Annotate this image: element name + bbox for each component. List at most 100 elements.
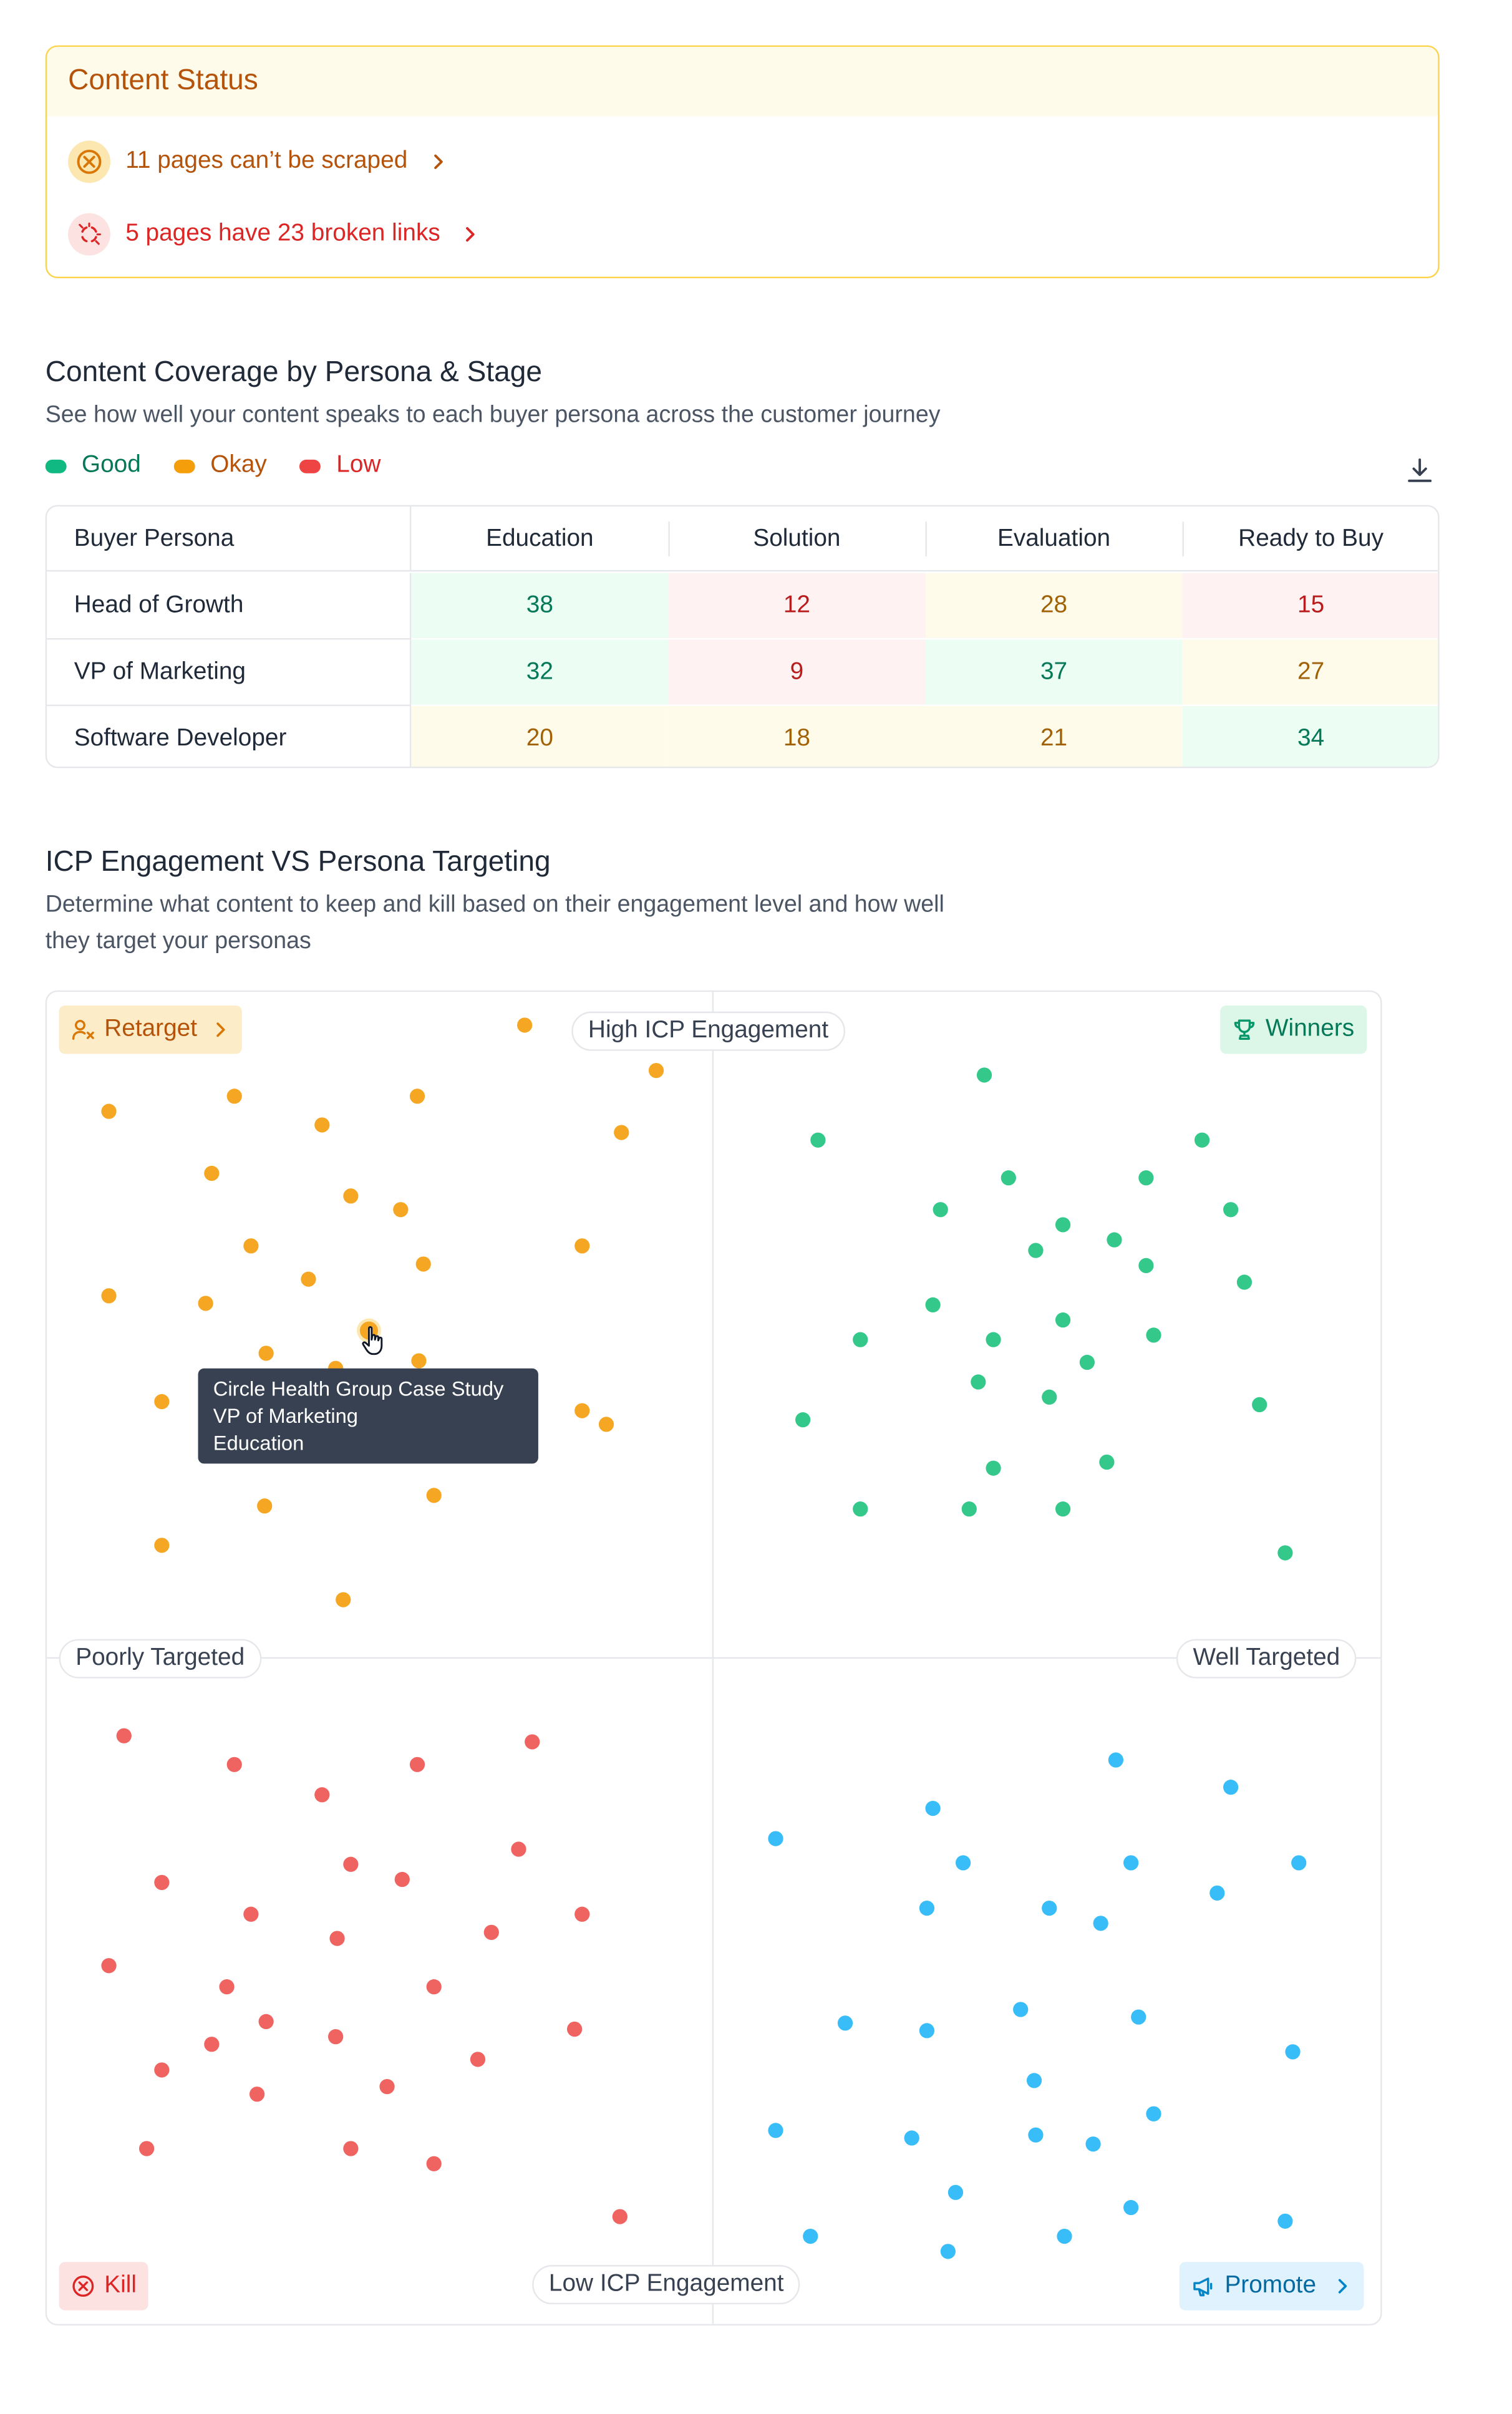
content-data-point[interactable] xyxy=(1138,1170,1154,1186)
content-data-point[interactable] xyxy=(598,1417,614,1432)
content-data-point[interactable] xyxy=(1013,2002,1029,2017)
content-data-point[interactable] xyxy=(411,1353,427,1369)
content-data-point[interactable] xyxy=(243,1238,259,1254)
content-data-point[interactable] xyxy=(986,1332,1001,1347)
content-data-point[interactable] xyxy=(803,2228,818,2244)
content-data-point[interactable] xyxy=(1146,1327,1161,1343)
content-data-point[interactable] xyxy=(940,2244,956,2259)
content-data-point[interactable] xyxy=(154,1874,170,1890)
content-data-point[interactable] xyxy=(226,1757,242,1772)
content-data-point[interactable] xyxy=(470,2052,486,2067)
content-data-point[interactable] xyxy=(343,2141,359,2156)
content-data-point[interactable] xyxy=(614,1125,629,1140)
content-data-point[interactable] xyxy=(1055,1501,1071,1517)
content-data-point[interactable] xyxy=(258,2014,274,2030)
content-data-point[interactable] xyxy=(1236,1274,1253,1290)
content-data-point[interactable] xyxy=(1285,2044,1301,2060)
content-data-point[interactable] xyxy=(1291,1855,1307,1871)
content-data-point[interactable] xyxy=(204,2037,220,2052)
content-data-point[interactable] xyxy=(517,1017,533,1033)
content-data-point[interactable] xyxy=(1001,1170,1016,1186)
content-data-point[interactable] xyxy=(1277,1545,1293,1561)
content-data-point[interactable] xyxy=(329,1931,345,1946)
content-data-point[interactable] xyxy=(139,2141,155,2156)
content-data-point[interactable] xyxy=(961,1501,977,1517)
content-data-point[interactable] xyxy=(483,1924,499,1940)
content-data-point[interactable] xyxy=(925,1800,941,1816)
content-data-point[interactable] xyxy=(1223,1202,1239,1218)
winners-button[interactable]: Winners xyxy=(1220,1005,1367,1054)
content-data-point[interactable] xyxy=(1138,1258,1154,1274)
content-data-point[interactable] xyxy=(101,1288,117,1304)
content-data-point[interactable] xyxy=(1099,1454,1115,1470)
content-data-point[interactable] xyxy=(919,1900,935,1916)
content-data-point[interactable] xyxy=(328,2029,344,2045)
content-data-point[interactable] xyxy=(837,2015,853,2031)
content-data-point[interactable] xyxy=(257,1498,273,1514)
content-data-point[interactable] xyxy=(343,1856,359,1872)
content-data-point[interactable] xyxy=(1055,1217,1071,1233)
content-data-point[interactable] xyxy=(574,1906,590,1922)
content-data-point[interactable] xyxy=(393,1202,409,1218)
content-data-point[interactable] xyxy=(394,1871,410,1888)
content-data-point[interactable] xyxy=(1277,2213,1293,2229)
content-data-point[interactable] xyxy=(314,1117,330,1133)
content-data-point[interactable] xyxy=(574,1238,590,1254)
content-data-point[interactable] xyxy=(612,2209,628,2224)
content-data-point[interactable] xyxy=(249,2087,265,2102)
content-data-point[interactable] xyxy=(1107,1232,1122,1248)
content-data-point[interactable] xyxy=(258,1345,274,1361)
content-data-point[interactable] xyxy=(336,1592,351,1607)
content-data-point[interactable] xyxy=(919,2023,935,2038)
content-data-point[interactable] xyxy=(198,1296,213,1311)
content-data-point[interactable] xyxy=(101,1103,117,1119)
content-data-point[interactable] xyxy=(947,2184,964,2200)
content-data-point[interactable] xyxy=(1026,2073,1042,2088)
content-data-point[interactable] xyxy=(301,1271,316,1287)
content-data-point[interactable] xyxy=(154,1394,170,1410)
content-data-point[interactable] xyxy=(1146,2106,1161,2121)
content-data-point[interactable] xyxy=(415,1256,431,1272)
content-data-point[interactable] xyxy=(648,1063,664,1079)
content-data-point[interactable] xyxy=(976,1067,992,1083)
content-data-point[interactable] xyxy=(525,1734,540,1750)
content-data-point[interactable] xyxy=(101,1958,117,1974)
content-data-point[interactable] xyxy=(426,2156,442,2171)
content-data-point[interactable] xyxy=(1028,2127,1044,2143)
content-data-point[interactable] xyxy=(154,2062,170,2078)
retarget-button[interactable]: Retarget xyxy=(59,1005,243,1054)
content-data-point[interactable] xyxy=(1042,1900,1057,1916)
broken-links-link[interactable]: 5 pages have 23 broken links xyxy=(68,213,480,256)
content-data-point[interactable] xyxy=(204,1165,220,1181)
content-data-point[interactable] xyxy=(379,2079,395,2095)
download-icon[interactable] xyxy=(1406,457,1433,484)
content-data-point[interactable] xyxy=(810,1132,826,1148)
content-data-point[interactable] xyxy=(426,1488,442,1503)
content-data-point[interactable] xyxy=(343,1188,359,1204)
content-data-point[interactable] xyxy=(567,2021,583,2037)
content-data-point[interactable] xyxy=(116,1728,132,1743)
content-data-point[interactable] xyxy=(426,1979,442,1995)
promote-button[interactable]: Promote xyxy=(1179,2262,1365,2310)
content-data-point[interactable] xyxy=(1085,2136,1101,2152)
content-data-point[interactable] xyxy=(1123,1855,1139,1871)
content-data-point[interactable] xyxy=(795,1412,811,1428)
content-data-point[interactable] xyxy=(1123,2199,1139,2216)
content-data-point[interactable] xyxy=(955,1855,971,1871)
content-data-point[interactable] xyxy=(1093,1916,1108,1931)
content-data-point[interactable] xyxy=(986,1460,1001,1476)
content-data-point[interactable] xyxy=(409,1757,425,1772)
content-data-point[interactable] xyxy=(925,1297,941,1313)
content-data-point[interactable] xyxy=(1057,2228,1072,2244)
content-data-point[interactable] xyxy=(1079,1354,1095,1370)
content-data-point[interactable] xyxy=(154,1538,170,1553)
content-data-point[interactable] xyxy=(1194,1132,1210,1148)
content-data-point[interactable] xyxy=(511,1841,526,1857)
scrape-issue-link[interactable]: 11 pages can’t be scraped xyxy=(68,140,447,183)
content-data-point[interactable] xyxy=(904,2130,919,2146)
content-data-point[interactable] xyxy=(1223,1780,1239,1795)
content-data-point[interactable] xyxy=(768,2123,783,2138)
content-data-point[interactable] xyxy=(933,1202,948,1218)
content-data-point[interactable] xyxy=(971,1374,986,1390)
content-data-point[interactable] xyxy=(1131,2009,1146,2025)
